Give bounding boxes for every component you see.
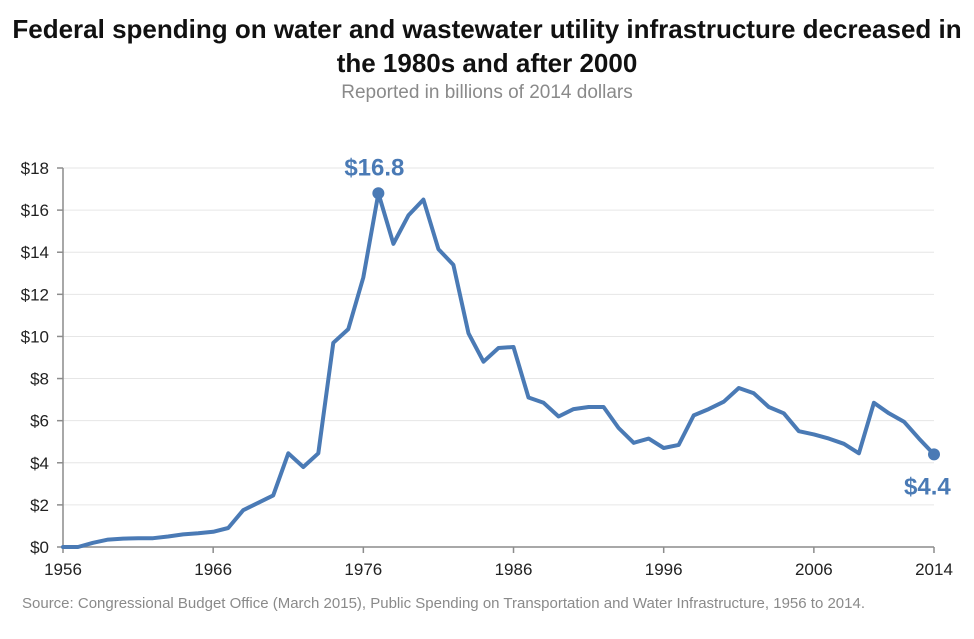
y-tick-label: $10	[21, 327, 49, 346]
series-group	[61, 191, 936, 549]
y-axis-ticks: $0 $2 $4 $6 $8 $10 $12 $14 $16 $18	[21, 159, 63, 557]
y-tick-label: $14	[21, 243, 49, 262]
latest-value-label: $4.4	[904, 473, 951, 500]
y-tick-label: $16	[21, 201, 49, 220]
x-tick-label: 1996	[645, 560, 683, 579]
axes	[62, 168, 934, 548]
y-tick-label: $8	[30, 370, 49, 389]
x-tick-label: 1976	[344, 560, 382, 579]
y-tick-label: $2	[30, 496, 49, 515]
x-tick-label: 1956	[44, 560, 82, 579]
annotations: $16.8 $4.4	[344, 154, 951, 500]
gridlines	[63, 167, 934, 506]
annotation-marker	[928, 448, 940, 461]
y-tick-label: $4	[30, 454, 49, 473]
annotation-marker	[372, 187, 385, 200]
x-tick-label: 1966	[194, 560, 232, 579]
x-tick-label: 2006	[795, 560, 833, 579]
chart-title: Federal spending on water and wastewater…	[12, 14, 962, 78]
x-tick-label: 2014	[915, 560, 953, 579]
series-line	[61, 191, 936, 549]
chart-subtitle: Reported in billions of 2014 dollars	[341, 82, 633, 103]
y-tick-label: $0	[30, 538, 49, 557]
x-tick-label: 1986	[495, 560, 533, 579]
y-tick-label: $6	[30, 412, 49, 431]
y-tick-label: $12	[21, 285, 49, 304]
x-axis-ticks: 1956 1966 1976 1986 1996 2006 2014	[44, 547, 953, 579]
y-tick-label: $18	[21, 159, 49, 178]
source-note: Source: Congressional Budget Office (Mar…	[22, 595, 865, 612]
peak-value-label: $16.8	[344, 154, 404, 181]
